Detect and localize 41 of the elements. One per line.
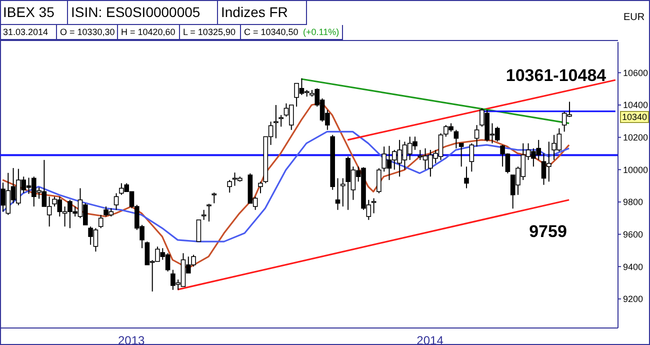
y-tick-label: 10200 — [623, 132, 648, 143]
y-tick-label: 10000 — [623, 164, 648, 175]
candlestick — [278, 114, 284, 128]
y-tick-label: 9400 — [623, 262, 644, 272]
candlestick — [206, 203, 212, 222]
text: (+0.11%) — [300, 25, 343, 40]
candlestick — [376, 168, 382, 194]
text: L = 10325,90 — [180, 25, 241, 40]
annotation: 10340 — [620, 110, 649, 123]
text: H = 10420,60 — [118, 25, 180, 40]
candlestick — [371, 198, 376, 214]
text: 31.03.2014 — [0, 25, 57, 40]
candlestick — [227, 179, 232, 194]
line-series — [2, 130, 570, 242]
candlestick — [340, 178, 346, 207]
text: O = 10330,30 — [57, 25, 118, 40]
candlestick — [454, 129, 459, 149]
text: C = 10340,50 — [241, 25, 300, 40]
candlestick — [201, 209, 206, 220]
candlestick — [274, 104, 278, 139]
annotation: 9759 — [528, 221, 568, 243]
chart-subtitle: ISIN: ES0SI0000005 — [68, 0, 218, 25]
y-axis-title: EUR — [622, 12, 646, 23]
y-tick-label: 9600 — [623, 229, 644, 240]
candlestick — [212, 192, 217, 204]
annotation: 10361-10484 — [506, 66, 606, 85]
candlestick — [335, 178, 340, 210]
candlestick — [196, 220, 202, 242]
chart-title: IBEX 35 — [0, 0, 68, 25]
y-tick-label: 9200 — [623, 294, 644, 304]
y-tick-label: 10600 — [623, 68, 648, 78]
candlestick — [464, 166, 469, 189]
candlestick — [469, 142, 474, 172]
y-tick-label: 10400 — [623, 100, 648, 110]
candlestick — [474, 124, 480, 148]
text: Indizes FR — [218, 0, 307, 25]
candlestick — [258, 181, 263, 194]
candlestick — [114, 192, 119, 210]
candlestick — [458, 142, 464, 168]
y-tick-label: 9800 — [623, 197, 644, 208]
candlestick — [98, 214, 104, 229]
